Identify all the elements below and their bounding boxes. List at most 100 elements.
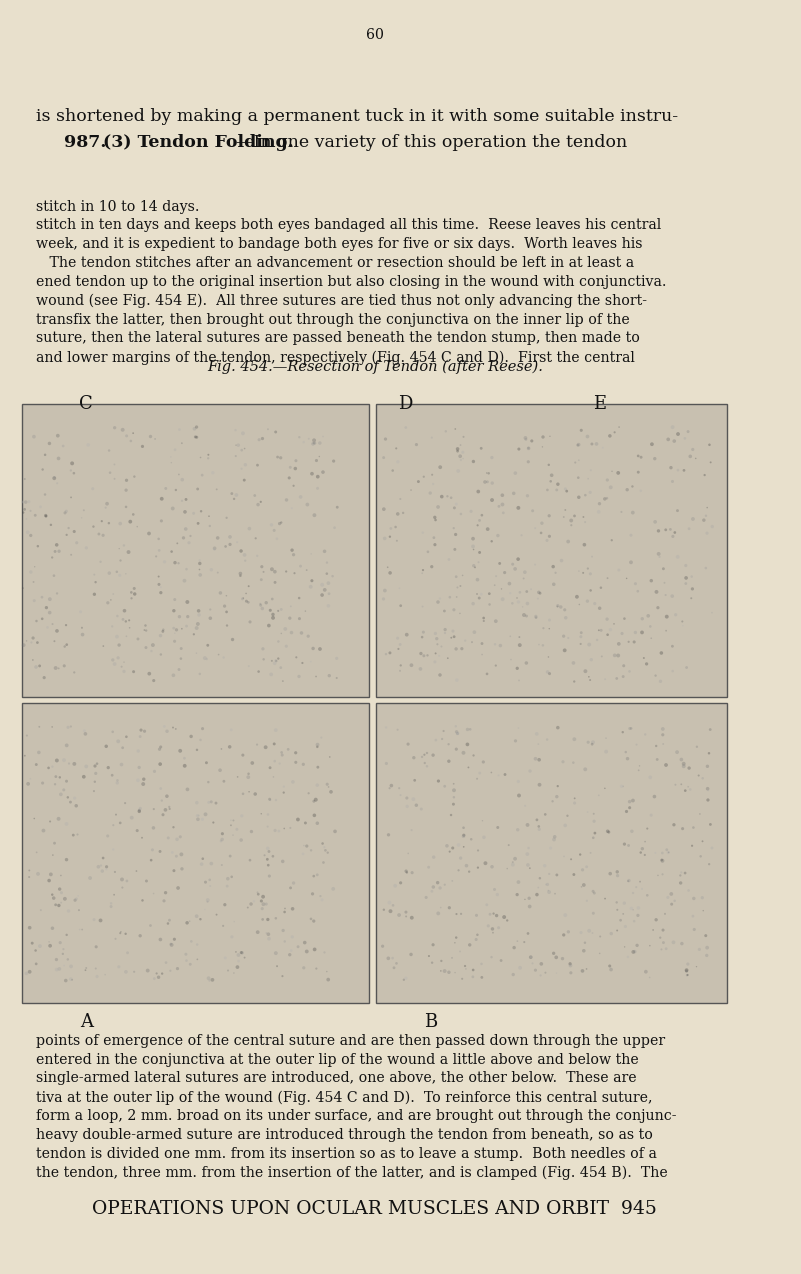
Point: [425, 697, 438, 717]
Point: [308, 315, 321, 335]
Point: [521, 673, 533, 693]
Point: [268, 503, 281, 524]
Point: [638, 409, 651, 429]
Point: [58, 503, 70, 524]
Point: [392, 750, 405, 771]
Point: [706, 651, 718, 671]
Point: [384, 691, 396, 711]
Point: [636, 415, 649, 436]
Point: [175, 763, 188, 784]
Point: [449, 834, 461, 855]
Point: [550, 773, 563, 794]
Point: [391, 626, 404, 646]
Text: 60: 60: [366, 28, 384, 42]
Point: [489, 642, 502, 662]
Point: [425, 301, 438, 321]
Point: [530, 530, 543, 550]
Point: [65, 767, 78, 787]
Point: [300, 312, 313, 333]
Point: [651, 389, 664, 409]
Point: [282, 515, 295, 535]
Point: [625, 355, 638, 376]
Point: [532, 376, 545, 396]
Point: [533, 437, 545, 457]
Point: [578, 378, 590, 399]
Point: [588, 442, 601, 462]
Point: [529, 293, 541, 313]
Point: [416, 627, 429, 647]
Point: [682, 735, 695, 755]
Point: [421, 609, 434, 629]
Text: OPERATIONS UPON OCULAR MUSCLES AND ORBIT  945: OPERATIONS UPON OCULAR MUSCLES AND ORBIT…: [92, 1200, 658, 1218]
Point: [523, 357, 536, 377]
Point: [272, 433, 285, 454]
Point: [275, 655, 288, 675]
Point: [426, 789, 439, 809]
Point: [119, 757, 132, 777]
Point: [23, 336, 36, 357]
Point: [241, 357, 254, 377]
Point: [477, 646, 490, 666]
Point: [542, 606, 555, 627]
Point: [211, 775, 223, 795]
Point: [513, 627, 525, 647]
Point: [704, 534, 717, 554]
Point: [653, 707, 666, 727]
Point: [704, 440, 717, 460]
Point: [686, 348, 699, 368]
Point: [120, 628, 133, 648]
Point: [188, 834, 201, 855]
Point: [452, 419, 465, 440]
Point: [251, 372, 264, 392]
Point: [446, 415, 459, 436]
Point: [118, 601, 131, 622]
Point: [249, 725, 262, 745]
Point: [657, 520, 670, 540]
Point: [383, 362, 396, 382]
Point: [459, 298, 472, 318]
Point: [171, 296, 184, 316]
Point: [574, 409, 586, 429]
Point: [446, 383, 459, 404]
Point: [678, 498, 690, 519]
Point: [201, 364, 214, 385]
Point: [179, 498, 191, 519]
Point: [687, 366, 700, 386]
Point: [613, 694, 626, 715]
Point: [258, 409, 271, 429]
Point: [308, 387, 320, 408]
Point: [21, 529, 34, 549]
Point: [509, 694, 521, 715]
Point: [434, 293, 447, 313]
Point: [569, 801, 582, 822]
Point: [155, 676, 167, 697]
Point: [579, 768, 592, 789]
Point: [264, 465, 276, 485]
Point: [62, 736, 75, 757]
Point: [87, 775, 99, 795]
Point: [602, 432, 615, 452]
Point: [26, 626, 39, 646]
Point: [20, 745, 33, 766]
Point: [191, 448, 203, 469]
Point: [139, 617, 152, 637]
Point: [257, 604, 270, 624]
Point: [693, 315, 706, 335]
Point: [204, 655, 217, 675]
Point: [225, 771, 238, 791]
Point: [292, 445, 304, 465]
Point: [518, 364, 531, 385]
Point: [90, 296, 103, 316]
Point: [220, 638, 233, 659]
Point: [88, 689, 101, 710]
Point: [268, 692, 281, 712]
Point: [698, 789, 711, 809]
Point: [60, 329, 73, 349]
Point: [646, 334, 659, 354]
Point: [448, 654, 461, 674]
Point: [67, 791, 80, 812]
Point: [246, 501, 259, 521]
Point: [260, 331, 273, 352]
Point: [680, 293, 693, 313]
Point: [400, 457, 413, 478]
